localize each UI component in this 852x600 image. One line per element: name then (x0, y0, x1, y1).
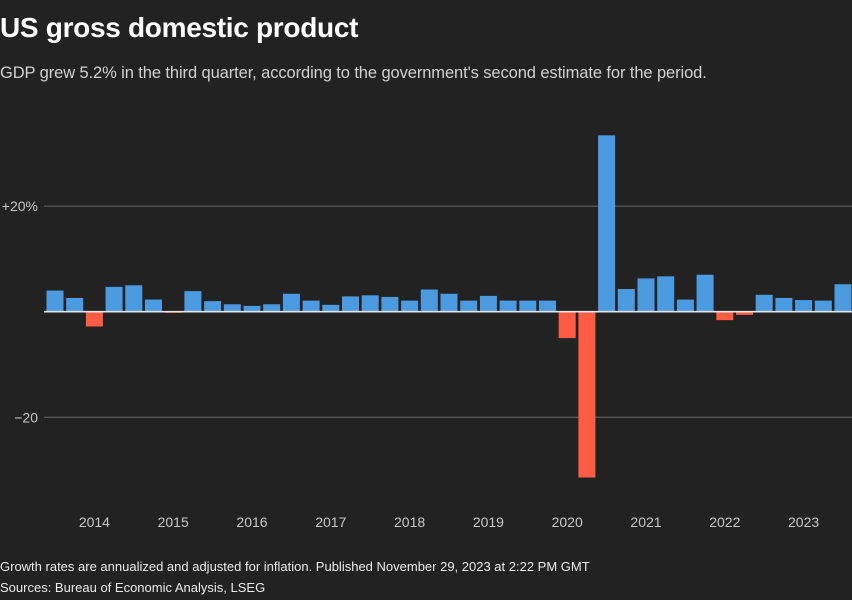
bars (46, 135, 852, 478)
bar-2017-q2 (342, 296, 359, 312)
bar-2017-q3 (361, 295, 379, 312)
y-tick-label: +20% (2, 198, 38, 214)
bar-2016-q1 (243, 305, 261, 312)
bar-2015-q3 (204, 301, 222, 312)
bar-2015-q2 (184, 291, 202, 312)
bar-2023-q1 (795, 300, 813, 312)
x-axis-labels: 2014 2015 2016 2017 2018 2019 2020 2021 2022 2023 (79, 514, 820, 530)
bar-2021-q3 (676, 299, 694, 312)
bar-2019-q1 (479, 295, 497, 312)
x-tick-label: 2021 (630, 514, 661, 530)
bar-2023-q2 (814, 300, 832, 312)
x-tick-label: 2014 (79, 514, 110, 530)
x-tick-label: 2016 (236, 514, 267, 530)
bar-2013-q4 (66, 297, 84, 312)
bar-2021-q1 (637, 278, 655, 312)
bar-2018-q2 (420, 289, 438, 312)
bar-2014-q2 (105, 286, 123, 312)
bar-2020-q4 (617, 289, 635, 312)
bar-2014-q4 (145, 299, 162, 312)
bar-2016-q2 (263, 304, 281, 312)
bar-2017-q4 (381, 296, 399, 312)
y-tick-label: −20 (14, 409, 38, 425)
bar-2018-q4 (460, 300, 478, 312)
bar-2019-q3 (519, 300, 537, 312)
bar-2013-q3 (46, 290, 64, 312)
x-tick-label: 2019 (473, 514, 504, 530)
bar-2021-q2 (657, 276, 675, 312)
bar-2014-q1 (85, 311, 103, 327)
bar-2020-q2 (578, 311, 596, 478)
bar-2022-q2 (736, 311, 753, 315)
bar-2018-q1 (401, 300, 419, 312)
bar-2020-q1 (558, 311, 576, 339)
x-tick-label: 2018 (394, 514, 425, 530)
footnote: Growth rates are annualized and adjusted… (0, 559, 590, 574)
bar-2014-q3 (125, 285, 143, 312)
x-tick-label: 2017 (315, 514, 346, 530)
chart-title: US gross domestic product (0, 12, 359, 43)
bar-2015-q4 (223, 304, 241, 312)
bar-2017-q1 (322, 304, 340, 312)
bar-2019-q4 (539, 300, 556, 312)
bar-2021-q4 (696, 274, 714, 312)
bar-2022-q4 (775, 297, 793, 312)
bar-2018-q3 (440, 293, 458, 312)
bar-2022-q1 (716, 311, 734, 321)
x-tick-label: 2022 (709, 514, 740, 530)
chart-subtitle: GDP grew 5.2% in the third quarter, acco… (0, 64, 707, 82)
bar-2020-q3 (598, 135, 616, 312)
bar-2016-q3 (282, 293, 300, 312)
bar-2019-q2 (499, 300, 517, 312)
gridlines: +20% −20 (2, 198, 852, 425)
x-tick-label: 2023 (788, 514, 819, 530)
bar-2022-q3 (755, 294, 773, 312)
bar-2023-q3 (834, 284, 852, 312)
x-tick-label: 2020 (552, 514, 583, 530)
bar-2016-q4 (302, 300, 320, 312)
source-note: Sources: Bureau of Economic Analysis, LS… (0, 580, 266, 595)
x-tick-label: 2015 (158, 514, 189, 530)
